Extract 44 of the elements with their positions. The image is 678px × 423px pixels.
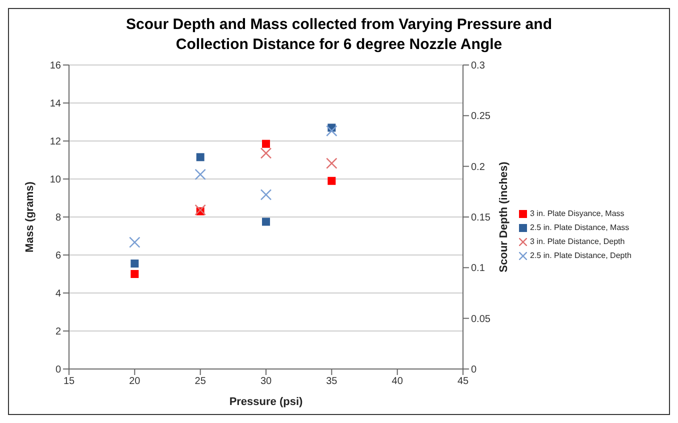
y-tick-label: 6 (55, 250, 62, 262)
y-tick-label: 8 (55, 212, 62, 224)
point (196, 153, 204, 162)
x-tick-label: 40 (392, 376, 404, 388)
point (328, 176, 336, 185)
y2-tick-label: 0.3 (471, 60, 486, 72)
x-axis-title: Pressure (psi) (229, 396, 304, 408)
legend-label: 2.5 in. Plate Distance, Mass (530, 222, 630, 234)
y-tick-label: 2 (55, 326, 62, 338)
point (326, 158, 338, 169)
point (260, 189, 272, 200)
point (262, 218, 270, 226)
point (262, 140, 270, 148)
legend-label: 3 in. Plate Distance, Depth (530, 236, 625, 248)
x-tick-label: 35 (326, 376, 338, 388)
point (326, 125, 338, 137)
x-tick-label: 25 (194, 376, 206, 388)
y-tick-label: 14 (50, 98, 62, 110)
chart-title: Scour Depth and Mass collected from Varying Pressure and Collection Distance for 6 degree Nozzle Angle (125, 15, 553, 55)
point (260, 148, 272, 159)
legend-label: 3 in. Plate Disyance, Mass (530, 208, 624, 220)
point (194, 168, 206, 180)
x-tick-label: 15 (63, 376, 75, 388)
x-tick-label: 30 (260, 376, 272, 388)
y2-tick-label: 0.15 (471, 212, 491, 224)
y2-tick-label: 0 (471, 364, 477, 376)
y-tick-label: 0 (55, 364, 62, 376)
point (130, 270, 139, 278)
point (130, 260, 139, 268)
y-tick-label: 10 (50, 174, 62, 186)
x-tick-label: 20 (129, 376, 141, 388)
y-axis-title: Mass (grams) (24, 181, 36, 252)
x-tick-label: 45 (457, 376, 469, 388)
point (194, 204, 206, 216)
y-tick-label: 4 (55, 288, 62, 300)
y-tick-label: 16 (50, 60, 62, 72)
y2-tick-label: 0.05 (471, 314, 491, 325)
y2-axis-title: Scour Depth (inches) (498, 161, 510, 272)
y2-tick-label: 0.2 (471, 162, 486, 173)
point (129, 236, 140, 248)
legend-label: 2.5 in. Plate Distance, Depth (530, 250, 632, 262)
y2-tick-label: 0.1 (471, 263, 486, 274)
y2-tick-label: 0.25 (471, 111, 491, 122)
y-tick-label: 12 (50, 136, 62, 148)
